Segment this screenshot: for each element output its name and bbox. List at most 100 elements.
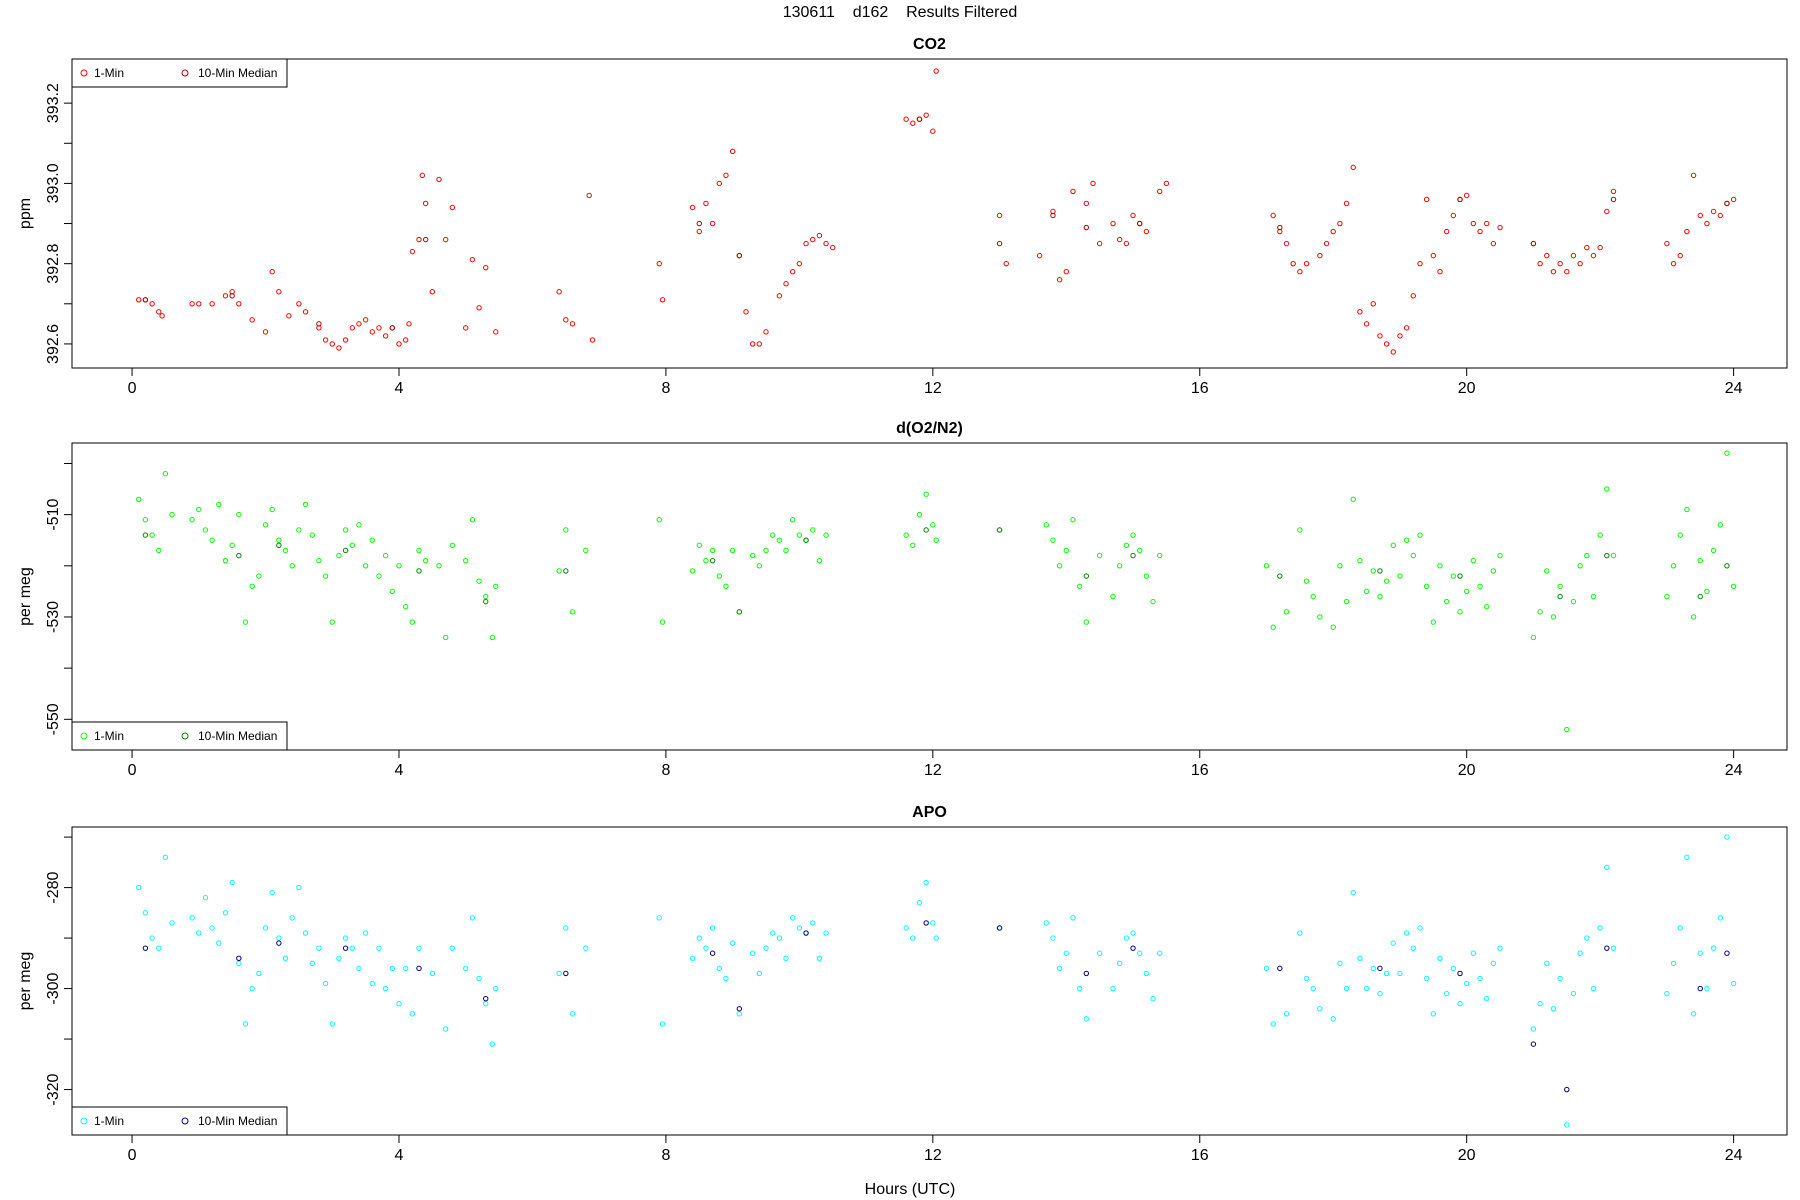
one-min-point <box>1083 200 1090 207</box>
one-min-point <box>356 522 362 528</box>
data-points <box>136 834 1737 1128</box>
one-min-point <box>476 975 482 982</box>
y-tick-label: -300 <box>45 972 62 1004</box>
one-min-point <box>1377 593 1383 600</box>
y-axis-label: per meg <box>17 567 34 626</box>
one-min-point <box>763 329 769 335</box>
one-min-point <box>933 935 939 941</box>
one-min-point <box>142 910 149 916</box>
one-min-point <box>302 930 309 936</box>
one-min-point <box>1383 970 1390 977</box>
one-min-point <box>756 341 763 347</box>
one-min-point <box>189 301 195 307</box>
one-min-point <box>749 950 756 956</box>
figure-title: 130611 d162 Results Filtered <box>783 4 1018 21</box>
one-min-point <box>169 920 175 926</box>
one-min-point <box>286 313 292 319</box>
one-min-point <box>1370 301 1376 307</box>
one-min-point <box>803 240 809 247</box>
one-min-point <box>1350 889 1356 896</box>
one-min-point <box>689 955 696 961</box>
one-min-point <box>136 496 142 502</box>
median-point <box>416 568 422 574</box>
one-min-point <box>336 345 342 351</box>
one-min-point <box>1610 188 1617 195</box>
one-min-point <box>1530 634 1537 641</box>
one-min-point <box>269 889 275 896</box>
one-min-point <box>903 532 909 538</box>
one-min-point <box>429 970 436 977</box>
one-min-point <box>1590 252 1597 259</box>
one-min-point <box>1423 975 1430 982</box>
one-min-point <box>209 925 215 931</box>
one-min-point <box>1463 588 1470 595</box>
one-min-point <box>1310 985 1316 992</box>
y-tick-label: -320 <box>45 1073 62 1105</box>
one-min-point <box>396 341 402 347</box>
one-min-point <box>442 236 449 243</box>
one-min-point <box>1383 578 1390 584</box>
median-point <box>1130 945 1136 951</box>
one-min-point <box>463 557 469 564</box>
one-min-point <box>1584 244 1590 251</box>
one-min-point <box>242 619 249 625</box>
legend-label-1min: 1-Min <box>94 1114 124 1128</box>
one-min-point <box>830 244 836 251</box>
one-min-point <box>1116 960 1123 967</box>
one-min-point <box>159 313 165 319</box>
one-min-point <box>476 305 482 311</box>
one-min-point <box>1537 609 1543 615</box>
one-min-point <box>1350 164 1356 171</box>
one-min-point <box>449 204 456 211</box>
median-point <box>1277 965 1283 972</box>
one-min-point <box>1597 532 1603 538</box>
one-min-point <box>1330 1016 1336 1022</box>
one-min-point <box>569 321 576 327</box>
one-min-point <box>302 309 309 315</box>
one-min-point <box>483 264 489 271</box>
one-min-point <box>322 980 329 987</box>
one-min-point <box>1710 547 1717 554</box>
one-min-point <box>1070 517 1076 523</box>
one-min-point <box>1096 552 1103 559</box>
one-min-point <box>769 532 776 538</box>
one-min-point <box>709 220 716 227</box>
one-min-point <box>196 506 202 513</box>
one-min-point <box>336 955 342 961</box>
one-min-point <box>1537 1001 1543 1007</box>
one-min-point <box>376 573 382 579</box>
one-min-point <box>1003 260 1009 267</box>
median-point <box>996 240 1003 247</box>
one-min-point <box>1090 180 1096 187</box>
one-min-point <box>823 930 829 936</box>
median-point <box>1610 196 1617 203</box>
one-min-point <box>1350 496 1356 502</box>
one-min-point <box>1417 260 1423 267</box>
one-min-point <box>1564 268 1570 275</box>
median-point <box>229 293 235 299</box>
one-min-point <box>489 1041 496 1047</box>
y-tick-label: -550 <box>45 703 62 735</box>
one-min-point <box>1303 578 1310 584</box>
one-min-point <box>419 172 426 179</box>
one-min-point <box>369 980 375 987</box>
one-min-point <box>1664 593 1670 600</box>
one-min-point <box>1363 985 1370 992</box>
one-min-point <box>1116 563 1123 569</box>
one-min-point <box>416 547 422 554</box>
median-point <box>1083 970 1090 977</box>
one-min-point <box>1730 583 1737 589</box>
one-min-point <box>1570 252 1577 259</box>
one-min-point <box>493 985 499 992</box>
one-min-point <box>790 915 796 921</box>
median-point <box>142 297 149 303</box>
panel-title: d(O2/N2) <box>896 420 963 437</box>
median-point <box>1457 970 1463 977</box>
median-point <box>709 557 716 564</box>
one-min-point <box>723 172 729 179</box>
one-min-point <box>1557 975 1563 982</box>
one-min-point <box>402 965 409 972</box>
one-min-point <box>1490 240 1497 247</box>
one-min-point <box>202 894 209 901</box>
